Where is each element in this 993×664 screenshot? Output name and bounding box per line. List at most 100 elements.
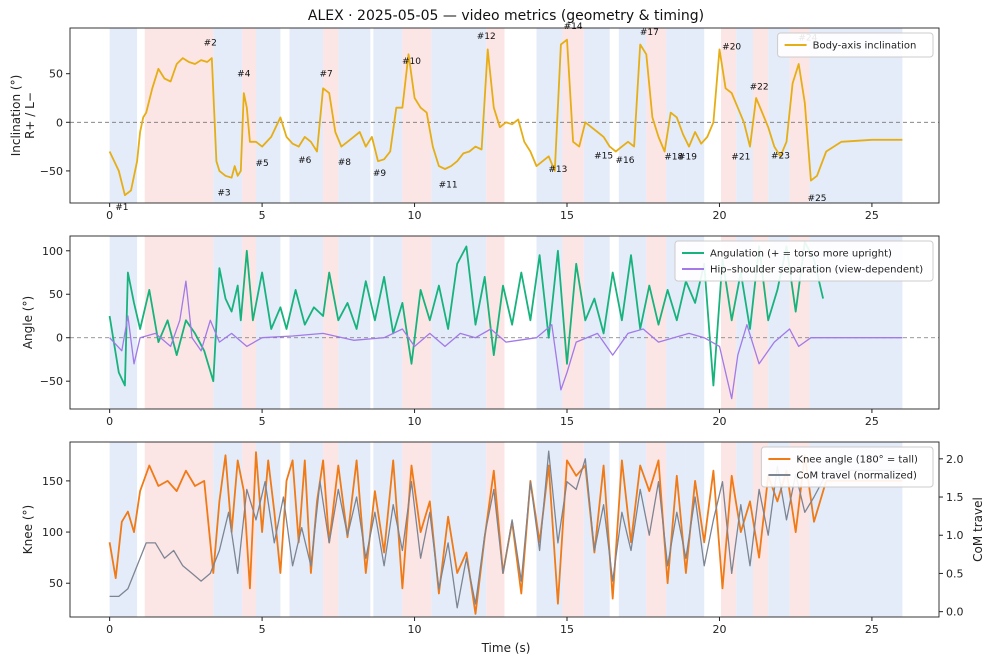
y-tick-label: 100 [42, 526, 63, 539]
event-label: #3 [217, 188, 230, 198]
blue-segment-band [583, 28, 610, 203]
figure-title: ALEX · 2025-05-05 — video metrics (geome… [308, 8, 704, 24]
panel-knee: 0 5 10 15 20 25 50 100 150 0.0 0.5 1.0 1.5 2.0 CoM tra… [21, 441, 985, 636]
legend: Body-axis inclination [777, 32, 934, 58]
event-label: #1 [115, 203, 128, 213]
x-tick-label: 10 [408, 623, 422, 636]
legend-entry: Hip–shoulder separation (view-dependent) [710, 265, 923, 276]
event-label: #10 [402, 57, 421, 67]
red-segment-band [242, 236, 256, 409]
segment-bands [109, 28, 903, 203]
red-segment-band [486, 442, 505, 617]
red-segment-band [242, 28, 256, 203]
legend-entry: CoM travel (normalized) [796, 471, 917, 482]
event-label: #17 [640, 28, 659, 38]
x-tick-label: 5 [259, 209, 266, 222]
y-tick-label: 100 [42, 245, 63, 258]
x-axis-label: Time (s) [481, 641, 531, 655]
red-segment-band [753, 28, 769, 203]
y-axis-label: Inclination (°) [9, 75, 23, 157]
red-segment-band [144, 442, 214, 617]
legend-entry: Body-axis inclination [813, 41, 917, 52]
blue-segment-band [373, 28, 403, 203]
y2-tick-label: 1.5 [946, 491, 964, 504]
event-label: #15 [594, 151, 613, 161]
event-label: #12 [477, 32, 496, 42]
event-label: #11 [439, 181, 458, 191]
legend-box [674, 240, 934, 282]
event-label: #16 [615, 156, 634, 166]
blue-segment-band [289, 442, 324, 617]
series-line-angles-0 [108, 241, 824, 387]
x-tick-label: 0 [106, 623, 113, 636]
event-label: #21 [731, 152, 750, 162]
series-line-inclination-0 [108, 38, 903, 197]
red-segment-band [323, 236, 339, 409]
x-tick-label: 20 [712, 623, 726, 636]
y-tick-label: 150 [42, 475, 63, 488]
event-label: #20 [722, 42, 741, 52]
y2-axis-label: CoM travel [971, 497, 985, 562]
y2-tick-label: 0.5 [946, 567, 964, 580]
red-segment-band [562, 442, 584, 617]
series-line-angles-1 [109, 280, 903, 400]
panel-inclination: 0 5 10 15 20 25 −50 0 50 Inclination (°) R+ / L− #1… [9, 22, 940, 222]
blue-segment-band [685, 28, 705, 203]
blue-segment-band [255, 236, 281, 409]
red-segment-band [646, 28, 667, 203]
blue-segment-band [338, 442, 371, 617]
legend-box [777, 32, 934, 58]
blue-segment-band [289, 28, 324, 203]
y-axis-label: Knee (°) [21, 505, 35, 554]
x-tick-label: 15 [560, 415, 574, 428]
event-label: #2 [204, 39, 217, 49]
y-tick-label: 50 [49, 577, 63, 590]
legend-entry: Knee angle (180° = tall) [796, 455, 918, 466]
blue-segment-band [666, 442, 686, 617]
red-segment-band [562, 236, 584, 409]
y-axis-label: Angle (°) [21, 296, 35, 349]
event-label: #25 [808, 194, 827, 204]
y-tick-label: −50 [40, 375, 63, 388]
x-tick-label: 10 [408, 209, 422, 222]
event-label: #18 [664, 152, 683, 162]
red-segment-band [242, 442, 256, 617]
red-segment-band [562, 28, 584, 203]
x-tick-label: 15 [560, 209, 574, 222]
y2-tick-label: 2.0 [946, 453, 964, 466]
event-label: #6 [298, 156, 312, 166]
x-tick-label: 0 [106, 415, 113, 428]
blue-segment-band [431, 28, 487, 203]
legend-box [760, 446, 934, 488]
event-label: #14 [564, 22, 583, 32]
series-group [108, 241, 903, 400]
blue-segment-band [338, 28, 371, 203]
legend: Knee angle (180° = tall) CoM travel (norm… [760, 446, 934, 488]
x-tick-label: 25 [865, 209, 879, 222]
blue-segment-band [431, 236, 487, 409]
blue-segment-band [685, 442, 705, 617]
x-tick-label: 5 [259, 415, 266, 428]
series-group [108, 38, 903, 197]
blue-segment-band [666, 28, 686, 203]
series-line-knee-0 [108, 451, 903, 615]
blue-segment-band [768, 28, 790, 203]
event-label: #4 [237, 70, 251, 80]
x-tick-label: 20 [712, 209, 726, 222]
series-line-knee-1 [109, 450, 903, 609]
legend: Angulation (+ = torso more upright) Hip–s… [674, 240, 934, 282]
panel-angles: 0 5 10 15 20 25 −50 0 50 100 Angle (°) Angulation (… [21, 235, 940, 428]
x-tick-label: 5 [259, 623, 266, 636]
x-tick-label: 15 [560, 623, 574, 636]
blue-segment-band [618, 28, 647, 203]
y-tick-label: 50 [49, 68, 63, 81]
x-tick-label: 0 [106, 209, 113, 222]
axes-frame [69, 27, 940, 204]
event-label: #7 [319, 70, 332, 80]
blue-segment-band [373, 236, 403, 409]
y-tick-label: 50 [49, 288, 63, 301]
blue-segment-band [213, 236, 243, 409]
y2-tick-label: 1.0 [946, 529, 964, 542]
y-tick-label: 0 [56, 116, 63, 129]
